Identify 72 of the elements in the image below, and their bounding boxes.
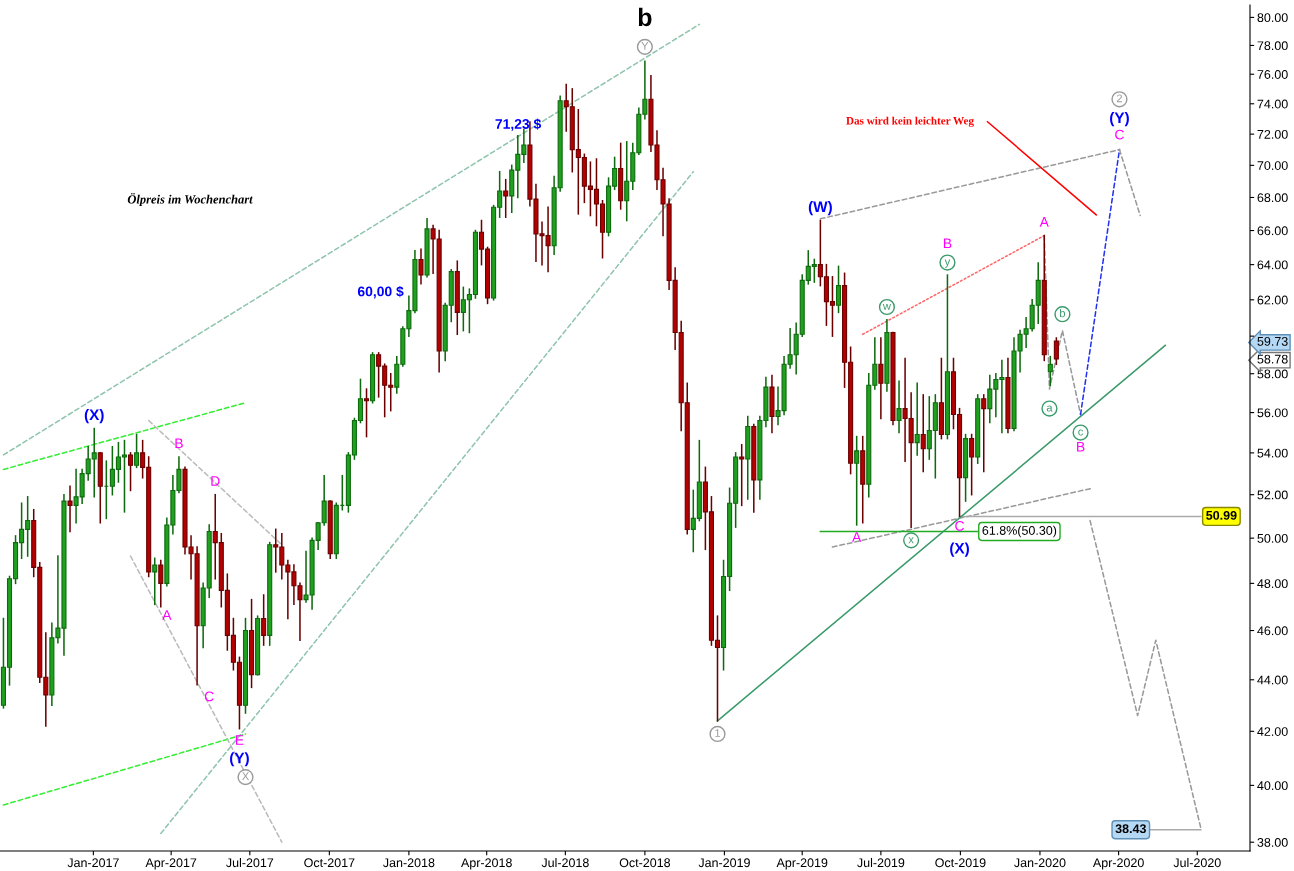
y-tick-label: 80.00 xyxy=(1257,13,1288,23)
y-tick-label: 46.00 xyxy=(1257,626,1288,636)
x-tick-label: Apr-2018 xyxy=(461,858,512,870)
annotation: B xyxy=(175,438,183,449)
x-tick-label: Oct-2019 xyxy=(935,858,986,868)
x-tick-label: Jul-2018 xyxy=(541,857,589,868)
annotation: (Y) xyxy=(1110,111,1129,127)
y-tick-label: 64.00 xyxy=(1257,260,1288,270)
y-tick-label: 66.00 xyxy=(1257,226,1288,236)
annotation: B xyxy=(1077,441,1085,452)
annotation: A xyxy=(852,532,862,542)
y-tick-label: 44.00 xyxy=(1257,675,1288,685)
annotation: A xyxy=(1039,217,1049,227)
x-tick-label: Apr-2017 xyxy=(145,858,197,870)
annotation: D xyxy=(211,476,220,486)
y-tick-label: 74.00 xyxy=(1257,99,1288,109)
annotation: c xyxy=(1078,429,1084,436)
x-tick-label: Oct-2017 xyxy=(304,858,355,868)
annotation: A xyxy=(162,610,172,620)
annotation: 61.8%(50.30) xyxy=(982,525,1057,538)
annotation: 71,23 $ xyxy=(495,118,542,131)
y-tick-label: 52.00 xyxy=(1257,490,1288,500)
annotation: Das wird kein leichter Weg xyxy=(846,116,974,127)
annotation: 1 xyxy=(715,729,721,737)
x-tick-label: Jul-2017 xyxy=(226,857,274,868)
x-tick-label: Jul-2020 xyxy=(1173,857,1221,868)
x-tick-label: Oct-2018 xyxy=(619,858,671,868)
y-tick-label: 62.00 xyxy=(1257,295,1288,305)
x-tick-label: Apr-2020 xyxy=(1092,858,1144,870)
y-tick-label: 48.00 xyxy=(1257,579,1288,589)
annotation: b xyxy=(1060,309,1066,318)
y-tick-label: 78.00 xyxy=(1257,41,1288,51)
x-tick-label: Jul-2019 xyxy=(857,857,905,868)
y-tick-label: 72.00 xyxy=(1257,129,1288,139)
annotation: x xyxy=(908,537,914,544)
annotation: (X) xyxy=(950,542,969,557)
annotation: a xyxy=(1046,405,1053,412)
y-tick-label: 58.78 xyxy=(1257,354,1288,364)
annotation: X xyxy=(242,772,249,780)
y-tick-label: 58.00 xyxy=(1257,369,1288,379)
y-tick-label: 54.00 xyxy=(1257,448,1288,458)
annotation: (Y) xyxy=(230,752,249,767)
y-tick-label: 56.00 xyxy=(1257,408,1288,418)
annotation: y xyxy=(944,259,951,268)
y-tick-label: 42.00 xyxy=(1257,727,1288,736)
annotation: C xyxy=(955,521,965,531)
x-tick-label: Jan-2019 xyxy=(698,858,750,868)
text: Ölpreis im Wochenchart xyxy=(127,193,253,207)
y-tick-label: 59.73 xyxy=(1257,336,1288,346)
y-tick-label: 76.00 xyxy=(1257,70,1288,79)
y-tick-label: 50.00 xyxy=(1257,533,1288,543)
annotation: 38.43 xyxy=(1115,824,1146,834)
x-tick-label: Jan-2017 xyxy=(67,858,119,868)
annotation: C xyxy=(204,691,214,702)
annotation: w xyxy=(882,303,891,310)
x-tick-label: Apr-2019 xyxy=(776,858,828,870)
annotation: C xyxy=(1115,129,1124,140)
y-tick-label: 70.00 xyxy=(1257,161,1288,170)
annotation: E xyxy=(235,735,244,745)
x-tick-label: Jan-2020 xyxy=(1014,858,1066,868)
y-tick-label: 40.00 xyxy=(1257,781,1288,791)
annotation: (W) xyxy=(808,200,832,216)
annotation: (X) xyxy=(84,408,104,424)
annotation: Y xyxy=(641,42,649,50)
annotation: b xyxy=(638,7,652,27)
annotation: 60,00 $ xyxy=(357,285,404,299)
annotation: 2 xyxy=(1116,94,1122,103)
y-tick-label: 38.00 xyxy=(1257,838,1288,847)
annotation: 50.99 xyxy=(1206,510,1237,520)
y-tick-label: 68.00 xyxy=(1257,193,1288,203)
x-tick-label: Jan-2018 xyxy=(383,858,435,868)
annotation: B xyxy=(943,238,952,249)
